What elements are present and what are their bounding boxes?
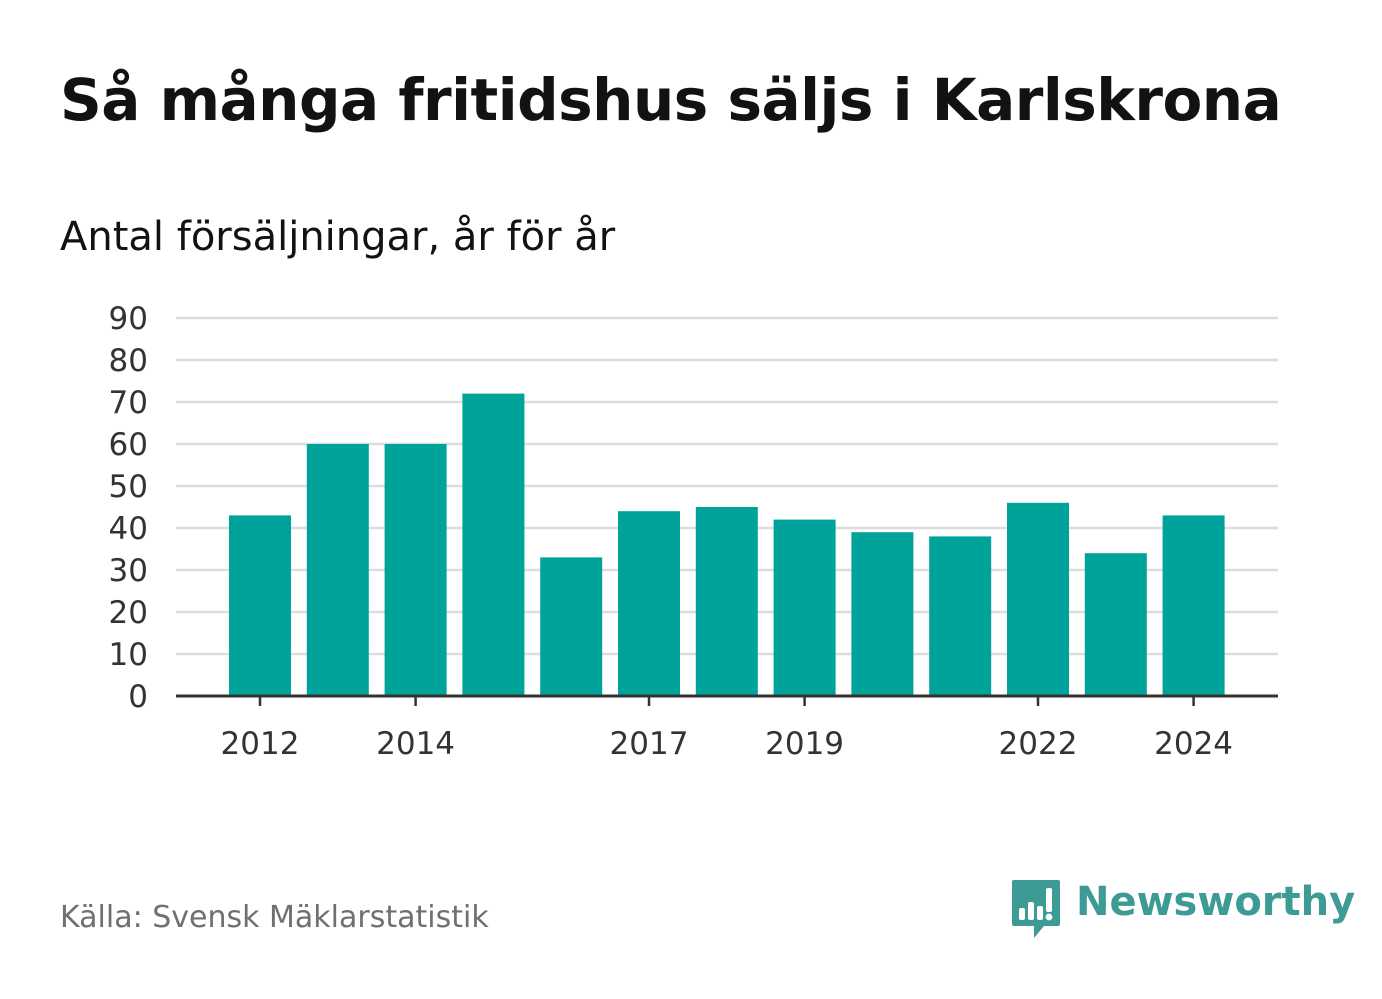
x-tick-label-2022: 2022 <box>999 726 1078 762</box>
y-tick-label-20: 20 <box>109 595 148 631</box>
bar-2019 <box>773 519 836 696</box>
x-axis <box>176 694 1278 706</box>
source-note: Källa: Svensk Mäklarstatistik <box>60 900 489 935</box>
bars <box>229 393 1225 696</box>
bar-2021 <box>929 536 992 696</box>
y-tick-label-0: 0 <box>128 679 148 715</box>
bar-2014 <box>384 444 447 696</box>
bar-2023 <box>1084 553 1147 696</box>
bar-2018 <box>695 507 758 696</box>
bar-2020 <box>851 532 914 696</box>
chart-subtitle: Antal försäljningar, år för år <box>60 214 616 260</box>
bar-2024 <box>1162 515 1225 696</box>
x-tick-label-2014: 2014 <box>376 726 455 762</box>
bar-2017 <box>618 511 680 696</box>
y-tick-label-80: 80 <box>109 343 148 379</box>
brand-logo: Newsworthy <box>1010 878 1355 942</box>
x-tick-labels: 2012 2014 2017 2019 2022 2024 <box>221 726 1234 762</box>
y-tick-label-30: 30 <box>109 553 148 589</box>
y-tick-label-50: 50 <box>109 469 148 505</box>
bar-2013 <box>306 444 369 696</box>
brand-name: Newsworthy <box>1076 879 1356 925</box>
bar-2015 <box>462 393 525 696</box>
bar-chart-bubble-icon <box>1012 880 1060 938</box>
chart-title: Så många fritidshus säljs i Karlskrona <box>60 66 1282 134</box>
x-tick-label-2017: 2017 <box>610 726 689 762</box>
x-tick-label-2019: 2019 <box>765 726 844 762</box>
bar-2016 <box>540 557 603 696</box>
y-tick-label-60: 60 <box>109 427 148 463</box>
bar-chart: 0 10 20 30 40 50 60 70 80 90 2012 2014 2017 2019 2022… <box>109 301 1278 762</box>
y-tick-label-10: 10 <box>109 637 148 673</box>
x-tick-label-2024: 2024 <box>1154 726 1233 762</box>
bar-2012 <box>229 515 291 696</box>
y-tick-labels: 0 10 20 30 40 50 60 70 80 90 <box>109 301 148 715</box>
y-tick-label-70: 70 <box>109 385 148 421</box>
y-tick-label-90: 90 <box>109 301 148 337</box>
y-tick-label-40: 40 <box>109 511 148 547</box>
x-tick-label-2012: 2012 <box>221 726 300 762</box>
bar-2022 <box>1007 502 1069 696</box>
